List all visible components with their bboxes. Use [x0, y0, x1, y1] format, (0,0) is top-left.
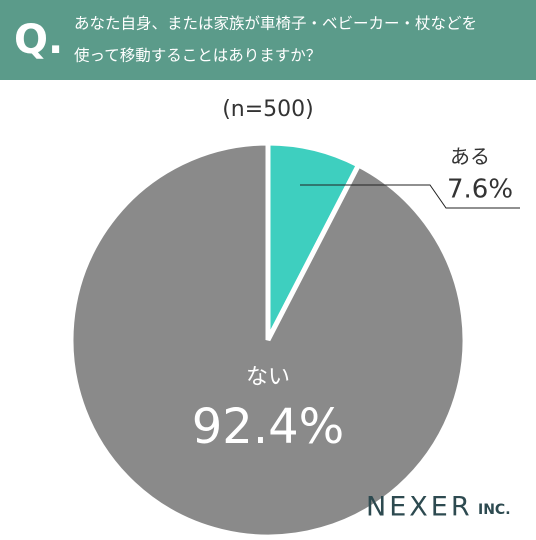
subtitle: (n=500): [222, 97, 314, 122]
pie: [68, 140, 468, 540]
value-label: 92.4%: [192, 399, 344, 455]
value-label: 7.6%: [447, 175, 513, 205]
slice-label: ある: [450, 145, 490, 169]
title-line: 使って移動することはありますか？: [74, 47, 321, 65]
question-mark: Q.: [14, 17, 63, 63]
brand-suffix: INC.: [478, 502, 511, 518]
pie-slice: [68, 140, 468, 540]
title-line: あなた自身、または家族が車椅子・ベビーカー・杖などを: [74, 15, 477, 33]
brand: NEXER: [366, 492, 473, 523]
header-band: [0, 0, 536, 80]
leader-line: [300, 184, 520, 209]
slice-label: ない: [246, 365, 290, 390]
